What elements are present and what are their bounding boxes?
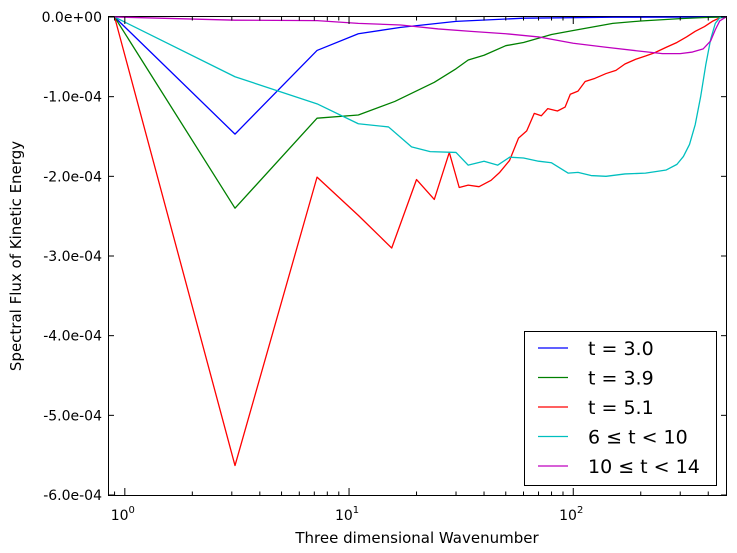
legend-label-2: t = 3.9	[588, 368, 654, 390]
series-line-1	[114, 16, 727, 135]
series-line-2	[114, 16, 727, 209]
legend-label-4: 6 ≤ t < 10	[588, 427, 688, 449]
y-tick-label: -1.0e-04	[43, 90, 102, 106]
y-tick-label: -6.0e-04	[43, 488, 102, 504]
legend-box	[524, 331, 717, 486]
legend: t = 3.0 t = 3.9 t = 5.1 6 ≤ t < 10 10 ≤ t < …	[524, 331, 717, 486]
series-line-3	[113, 16, 727, 467]
y-tick-label: -4.0e-04	[43, 329, 102, 345]
y-tick-label: -2.0e-04	[43, 169, 102, 185]
x-tick-label: 101	[335, 505, 359, 524]
legend-label-5: 10 ≤ t < 14	[588, 456, 700, 478]
y-tick-label: -3.0e-04	[43, 249, 102, 265]
legend-label-3: t = 5.1	[588, 397, 654, 419]
tick-layer: 0.0e+00 -1.0e-04 -2.0e-04 -3.0e-04 -4.0e-04 -…	[42, 10, 726, 524]
x-tick-label: 100	[111, 505, 135, 524]
y-axis-label: Spectral Flux of Kinetic Energy	[7, 141, 25, 371]
series-line-5	[114, 16, 727, 55]
series-layer	[113, 16, 727, 467]
plot-frame	[108, 16, 727, 496]
series-line-4	[114, 16, 727, 177]
x-tick-label: 102	[559, 505, 583, 524]
y-tick-label: 0.0e+00	[42, 10, 102, 26]
legend-label-1: t = 3.0	[588, 338, 654, 360]
y-tick-label: -5.0e-04	[43, 408, 102, 424]
x-axis-label: Three dimensional Wavenumber	[294, 529, 539, 547]
